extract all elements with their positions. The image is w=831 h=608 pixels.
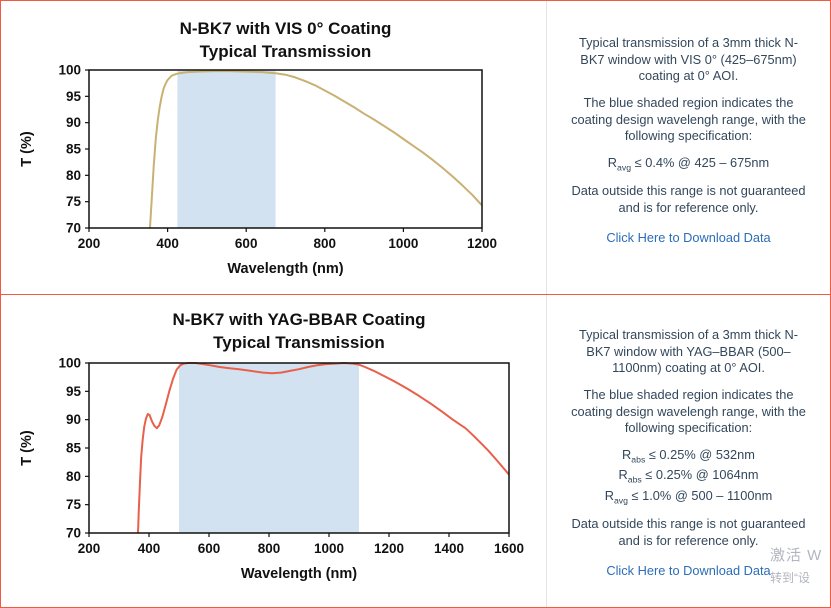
svg-text:85: 85 [66, 142, 82, 157]
yag-transmission-chart: 200 400 600 800 1000 1200 1400 1600 70 75 80 85 90 95… [19, 310, 524, 582]
description-paragraph: The blue shaded region indicates the coa… [571, 386, 806, 436]
description-paragraph: Data outside this range is not guarantee… [571, 516, 806, 548]
svg-text:N-BK7 with YAG-BBAR Coating: N-BK7 with YAG-BBAR Coating [172, 310, 425, 329]
download-data-link[interactable]: Click Here to Download Data [606, 563, 771, 579]
svg-text:T (%): T (%) [19, 131, 35, 167]
svg-text:95: 95 [66, 89, 82, 104]
spec-lines: Ravg ≤ 0.4% @ 425 – 675nm [567, 155, 810, 173]
svg-text:90: 90 [66, 115, 81, 130]
svg-text:200: 200 [78, 236, 101, 251]
svg-text:400: 400 [138, 541, 161, 556]
svg-text:1200: 1200 [467, 236, 497, 251]
plot-frame [88, 69, 483, 229]
svg-text:1600: 1600 [494, 541, 524, 556]
svg-text:1400: 1400 [434, 541, 464, 556]
panel-vis-coating: 200 400 600 800 1000 1200 70 75 80 85 90 95 100 Wavel… [1, 1, 830, 294]
svg-text:600: 600 [235, 236, 258, 251]
vis-chart-area: 200 400 600 800 1000 1200 70 75 80 85 90 95 100 Wavel… [1, 1, 546, 294]
description-paragraph: Typical transmission of a 3mm thick N-BK… [578, 327, 799, 376]
spec-line: Ravg ≤ 0.4% @ 425 – 675nm [607, 154, 770, 173]
svg-text:1200: 1200 [374, 541, 404, 556]
svg-text:75: 75 [66, 497, 82, 512]
svg-text:90: 90 [66, 412, 81, 427]
svg-text:80: 80 [66, 168, 81, 183]
svg-text:75: 75 [66, 194, 82, 209]
coating-band [179, 363, 359, 533]
svg-text:Wavelength (nm): Wavelength (nm) [227, 261, 343, 277]
spec-lines: Rabs ≤ 0.25% @ 532nm Rabs ≤ 0.25% @ 1064n… [567, 447, 810, 506]
svg-text:800: 800 [258, 541, 281, 556]
svg-text:100: 100 [58, 356, 81, 371]
svg-text:T (%): T (%) [19, 430, 35, 466]
svg-text:Wavelength (nm): Wavelength (nm) [241, 566, 357, 582]
svg-text:80: 80 [66, 469, 81, 484]
svg-text:100: 100 [58, 63, 81, 78]
yag-chart-area: 200 400 600 800 1000 1200 1400 1600 70 75 80 85 90 95… [1, 295, 546, 607]
description-paragraph: Typical transmission of a 3mm thick N-BK… [578, 35, 799, 84]
transmission-line [148, 70, 482, 228]
svg-text:1000: 1000 [388, 236, 418, 251]
svg-text:1000: 1000 [314, 541, 344, 556]
spec-line: Rabs ≤ 0.25% @ 1064nm [618, 467, 759, 485]
svg-text:200: 200 [78, 541, 101, 556]
svg-text:70: 70 [66, 526, 81, 541]
svg-text:95: 95 [66, 384, 82, 399]
svg-text:Typical Transmission: Typical Transmission [213, 333, 385, 352]
windows-activation-watermark: 激活 W 转到“设 [770, 544, 822, 586]
svg-text:800: 800 [314, 236, 337, 251]
svg-text:85: 85 [66, 441, 82, 456]
svg-text:Typical Transmission: Typical Transmission [200, 42, 372, 61]
vis-transmission-chart: 200 400 600 800 1000 1200 70 75 80 85 90 95 100 Wavel… [19, 19, 497, 277]
coating-band [177, 70, 276, 228]
svg-text:600: 600 [198, 541, 221, 556]
download-data-link[interactable]: Click Here to Download Data [606, 230, 771, 246]
spec-line: Rabs ≤ 0.25% @ 532nm [622, 446, 755, 465]
yag-description: Typical transmission of a 3mm thick N-BK… [546, 295, 830, 607]
svg-text:N-BK7 with VIS 0° Coating: N-BK7 with VIS 0° Coating [180, 19, 392, 38]
transmission-line [136, 362, 509, 533]
description-paragraph: The blue shaded region indicates the coa… [571, 94, 806, 144]
svg-text:70: 70 [66, 221, 81, 236]
watermark-line: 转到“设 [770, 571, 810, 585]
panel-yag-bbar-coating: 200 400 600 800 1000 1200 1400 1600 70 75 80 85 90 95… [1, 294, 830, 607]
vis-description: Typical transmission of a 3mm thick N-BK… [546, 1, 830, 294]
description-paragraph: Data outside this range is not guarantee… [571, 183, 806, 215]
spec-line: Ravg ≤ 1.0% @ 500 – 1100nm [604, 487, 773, 506]
svg-text:400: 400 [156, 236, 179, 251]
watermark-line: 激活 W [770, 547, 823, 564]
